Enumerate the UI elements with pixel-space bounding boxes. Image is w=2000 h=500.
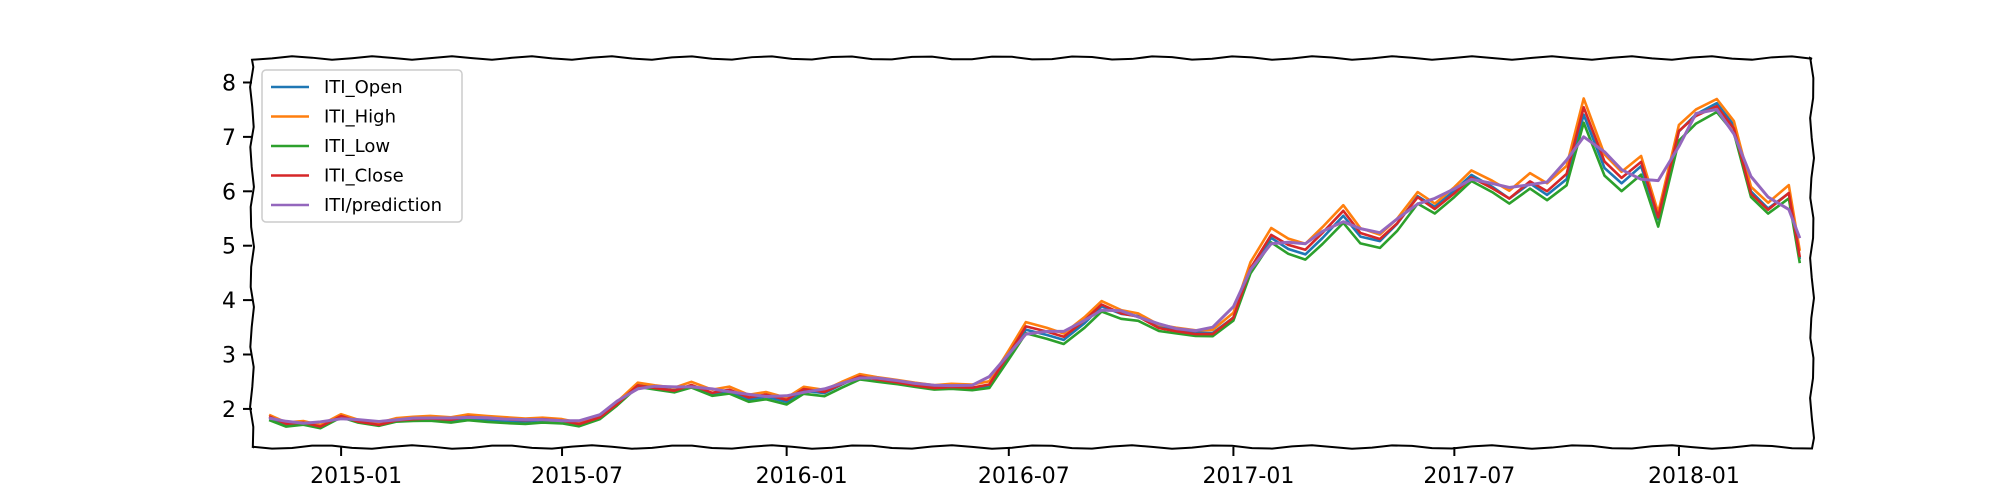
y-tick-label: 8 — [222, 71, 236, 96]
series-line — [268, 97, 1802, 427]
x-tick-label: 2017-07 — [1423, 464, 1515, 489]
x-tick-label: 2018-01 — [1648, 464, 1740, 489]
y-tick-label: 7 — [222, 126, 236, 151]
series-line — [268, 110, 1802, 430]
y-axis: 2 3 4 5 6 7 8 — [222, 71, 252, 423]
y-tick-label: 2 — [222, 398, 236, 423]
series-layer — [268, 97, 1802, 430]
legend: ITI_Open ITI_High ITI_Low ITI_Close ITI/pred… — [261, 69, 463, 223]
x-tick-label: 2017-01 — [1202, 464, 1294, 489]
legend-entry: ITI/prediction — [324, 195, 442, 216]
legend-entry: ITI_Open — [324, 77, 403, 98]
x-tick-label: 2015-01 — [310, 464, 402, 489]
x-tick-label: 2016-07 — [978, 464, 1070, 489]
y-tick-label: 6 — [222, 180, 236, 205]
x-axis: 2015-01 2015-07 2016-01 2016-07 2017-01 2017-… — [310, 447, 1740, 489]
y-tick-label: 5 — [222, 235, 236, 260]
legend-entry: ITI_Low — [324, 136, 390, 157]
series-line — [268, 107, 1802, 425]
axes-frame — [249, 55, 1815, 450]
legend-entry: ITI_Close — [324, 166, 404, 187]
y-tick-label: 4 — [222, 289, 236, 314]
legend-box — [261, 69, 463, 223]
x-tick-label: 2015-07 — [531, 464, 623, 489]
x-tick-label: 2016-01 — [756, 464, 848, 489]
legend-entry: ITI_High — [324, 107, 396, 128]
y-tick-label: 3 — [222, 344, 236, 369]
